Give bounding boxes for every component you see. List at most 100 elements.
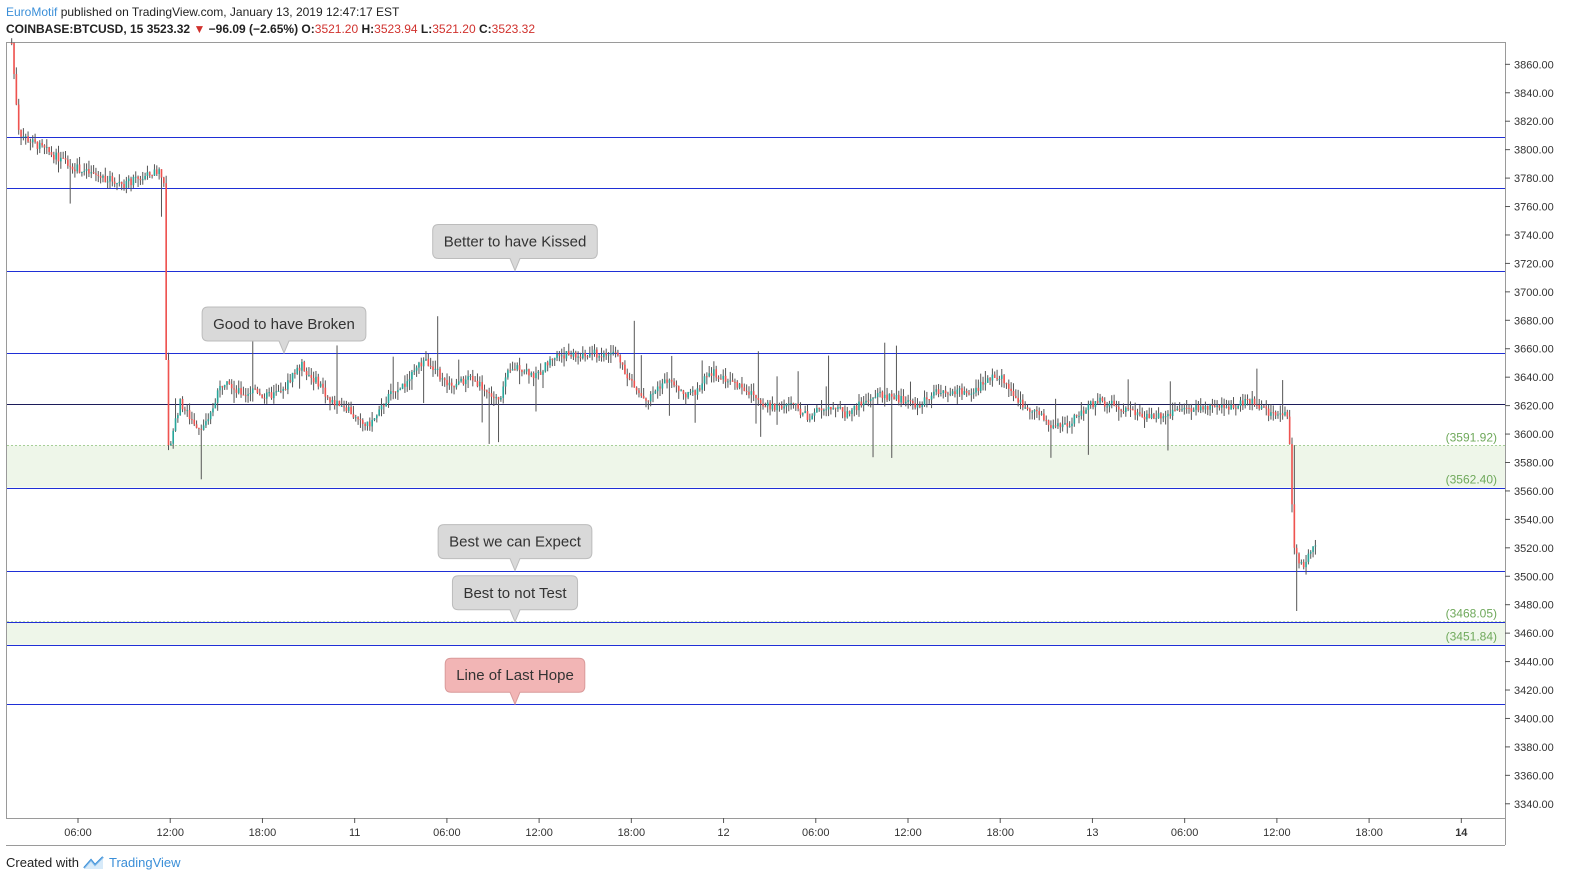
ohlc-legend: COINBASE:BTCUSD, 15 3523.32 ▼ −96.09 (−2…: [6, 22, 535, 36]
candle-body: [841, 407, 844, 412]
candle-body: [1101, 397, 1104, 401]
candle-body: [481, 381, 483, 390]
candle-body: [895, 394, 898, 400]
candle-body: [177, 415, 179, 419]
tradingview-brand[interactable]: TradingView: [108, 855, 181, 870]
candle-body: [975, 387, 977, 393]
candle-body: [1190, 408, 1193, 412]
candle-body: [942, 390, 945, 393]
candle-body: [373, 418, 376, 421]
candle-body: [1078, 415, 1080, 417]
candle-body: [357, 417, 359, 420]
candle-body: [237, 388, 240, 393]
candle-body: [776, 404, 778, 411]
candle-body: [71, 166, 74, 170]
candle-body: [647, 400, 650, 402]
candle-body: [1029, 409, 1031, 412]
time-axis[interactable]: 06:00 12:00 18:00 11 06:00 12:00 18:00 12 06:00 1…: [64, 818, 1468, 839]
candle-body: [787, 403, 790, 405]
symbol-label[interactable]: COINBASE:BTCUSD, 15: [6, 22, 144, 36]
candle-body: [38, 142, 41, 149]
candle-body: [413, 370, 416, 373]
candle-body: [528, 369, 530, 376]
candle-body: [329, 397, 331, 403]
candle-body: [780, 405, 783, 409]
candle-body: [249, 393, 252, 395]
candle-body: [380, 405, 383, 410]
candle-body: [375, 415, 378, 419]
candle-body: [551, 358, 554, 361]
candle-body: [912, 400, 914, 404]
candle-body: [1080, 410, 1083, 416]
candle-body: [560, 355, 563, 357]
candle-body: [525, 369, 528, 372]
candle-body: [436, 368, 439, 370]
candle-body: [1085, 409, 1087, 414]
candle-body: [333, 400, 336, 406]
candle-body: [1181, 409, 1183, 411]
callout-bubble: [201, 306, 367, 355]
candle-body: [1068, 426, 1071, 428]
candle-body: [153, 169, 156, 176]
candle-body: [752, 391, 755, 396]
candle-body: [160, 169, 163, 178]
candle-body: [366, 421, 369, 427]
candle-body: [553, 357, 556, 361]
candle-body: [1169, 413, 1172, 417]
candle-body: [783, 406, 785, 409]
candle-body: [801, 413, 804, 415]
candle-body: [60, 157, 62, 162]
candle-body: [181, 398, 184, 410]
candle-body: [794, 403, 797, 405]
candle-body: [1115, 405, 1118, 407]
candle-body: [631, 379, 633, 381]
candle-body: [275, 391, 277, 393]
price-tick-label: 3440.00: [1514, 657, 1554, 669]
candle-body: [701, 383, 703, 390]
candle-body: [343, 405, 345, 408]
candle-body: [663, 379, 666, 384]
price-tick-label: 3560.00: [1514, 486, 1554, 498]
candle-body: [1014, 396, 1017, 398]
candle-body: [769, 402, 771, 410]
candle-body: [22, 136, 25, 138]
candle-body: [411, 372, 413, 380]
author-link[interactable]: EuroMotif: [6, 5, 58, 19]
candle-body: [764, 406, 767, 408]
candle-body: [172, 430, 175, 444]
candle-body: [500, 397, 502, 400]
candle-body: [242, 394, 245, 396]
candle-body: [347, 406, 350, 411]
candle-body: [750, 391, 753, 395]
close-label: C:: [478, 22, 492, 36]
price-tick-label: 3780.00: [1514, 173, 1554, 185]
candle-body: [696, 388, 699, 395]
candle-body: [937, 389, 940, 394]
candle-body: [289, 380, 292, 383]
publish-text: published on TradingView.com, January 13…: [57, 5, 400, 19]
candle-body: [762, 403, 764, 407]
candle-body: [15, 74, 18, 105]
candle-body: [951, 391, 954, 394]
candle-body: [1157, 413, 1160, 419]
candle-body: [170, 443, 172, 446]
candle-body: [427, 358, 430, 366]
candle-body: [1307, 553, 1310, 562]
price-axis[interactable]: 3340.00 3360.00 3380.00 3400.00 3420.00 3440.…: [1505, 59, 1554, 811]
candle-body: [722, 375, 725, 380]
candle-body: [1155, 418, 1158, 420]
callout-text: Best to not Test: [463, 585, 567, 602]
candle-body: [1064, 423, 1066, 425]
candle-body: [134, 176, 137, 178]
candle-body: [144, 175, 146, 180]
candle-body: [85, 168, 88, 171]
candle-body: [209, 412, 212, 420]
candle-body: [1043, 413, 1045, 420]
candle-body: [1148, 413, 1151, 419]
candle-body: [1141, 413, 1144, 417]
candle-body: [102, 175, 104, 178]
candle-body: [497, 396, 500, 400]
candle-body: [645, 398, 647, 401]
candle-body: [88, 168, 90, 174]
